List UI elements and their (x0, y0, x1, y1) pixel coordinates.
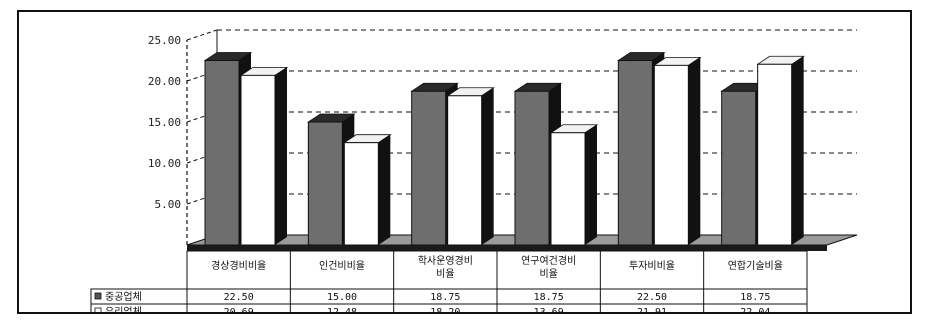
gridline-diag (186, 111, 218, 123)
bar-1-4 (513, 82, 563, 246)
bar-front (204, 60, 240, 246)
category-label: 투자비비율 (629, 260, 675, 272)
bar-2-1 (239, 66, 289, 246)
bar-side (791, 56, 804, 245)
bar-front (550, 132, 586, 246)
bar-front (343, 142, 379, 246)
category-label: 학사운영경비 (418, 254, 473, 267)
legend-label: 우리업체 (105, 305, 142, 312)
category-label: 연합기술비율 (728, 260, 783, 272)
bar-chart: 5.00 10.00 15.00 20.00 25.00 경상경비비율 인건비비율 학사운영경… (90, 29, 858, 312)
bar-front (721, 90, 757, 246)
table-value: 15.00 (327, 292, 357, 303)
gridline-diag (186, 193, 218, 205)
y-tick-label: 15.00 (148, 116, 181, 129)
bar-front (447, 95, 483, 246)
bar-front (240, 74, 276, 246)
bar-2-6 (756, 55, 805, 246)
category-label: 인건비비율 (319, 260, 365, 272)
table-value: 12.48 (327, 307, 357, 312)
y-tick-label: 10.00 (148, 157, 181, 170)
table-value: 22.04 (740, 307, 770, 312)
y-tick-label: 25.00 (148, 34, 181, 47)
table-value: 18.75 (740, 292, 770, 303)
gridline-diag (186, 29, 218, 41)
table-value: 21.91 (637, 307, 667, 312)
legend-label: 중공업체 (105, 290, 142, 303)
category-label: 경상경비비율 (211, 259, 266, 272)
bar-2-5 (653, 56, 702, 246)
bar-side (378, 134, 391, 245)
bar-2-3 (446, 87, 495, 246)
gridline-diag (186, 70, 218, 82)
bar-front (307, 121, 343, 246)
table-value: 18.75 (534, 292, 564, 303)
floor-front (187, 245, 827, 251)
table-value: 18.75 (430, 292, 460, 303)
table-value: 22.50 (224, 292, 254, 303)
category-label: 비율 (436, 268, 454, 280)
table-value: 13.69 (534, 307, 564, 312)
table-value: 20.69 (224, 307, 254, 312)
bar-front (514, 90, 550, 246)
category-label: 연구여건경비 (521, 254, 576, 267)
table-value: 18.20 (430, 307, 460, 312)
bar-2-4 (549, 124, 599, 246)
y-tick-label: 20.00 (148, 75, 181, 88)
legend-swatch (94, 292, 102, 300)
legend-swatch (94, 307, 102, 312)
bar-front (653, 64, 689, 246)
bar-front (617, 60, 653, 246)
chart-frame: 5.00 10.00 15.00 20.00 25.00 경상경비비율 인건비비율 학사운영경… (17, 10, 912, 314)
bar-side (688, 57, 701, 246)
table-value: 22.50 (637, 292, 667, 303)
bar-front (411, 90, 447, 246)
bar-side (275, 67, 287, 245)
bar-2-2 (343, 134, 392, 246)
bar-side (585, 124, 597, 245)
bar-side (481, 87, 494, 245)
gridline-diag (186, 152, 218, 164)
bars (203, 52, 805, 246)
bar-front (757, 63, 793, 246)
y-tick-label: 5.00 (155, 198, 182, 211)
category-label: 비율 (539, 268, 557, 280)
